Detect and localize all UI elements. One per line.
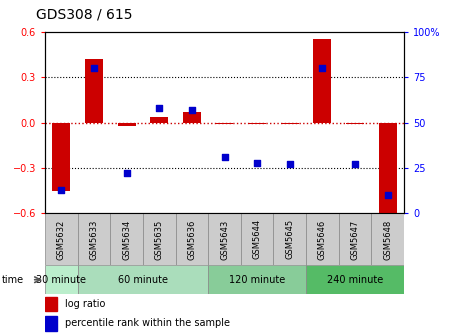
Bar (306, 265, 404, 294)
Point (57, 187, 65, 193)
Bar (143, 213, 176, 265)
Bar (78, 213, 110, 265)
Text: GSM5635: GSM5635 (155, 219, 164, 259)
Text: GSM5647: GSM5647 (351, 219, 360, 259)
Point (286, 162, 293, 167)
Bar (52, 123, 70, 191)
Text: GDS308 / 615: GDS308 / 615 (36, 8, 132, 22)
Bar (313, 39, 331, 123)
Text: 240 minute: 240 minute (327, 275, 383, 285)
Text: GSM5644: GSM5644 (253, 219, 262, 259)
Text: GSM5632: GSM5632 (57, 219, 66, 259)
Bar (241, 213, 273, 265)
Text: GSM5636: GSM5636 (187, 219, 196, 260)
Point (156, 106, 163, 111)
Text: GSM5633: GSM5633 (89, 219, 98, 260)
Bar (176, 213, 208, 265)
Text: GSM5634: GSM5634 (122, 219, 131, 259)
Point (384, 193, 392, 198)
Point (319, 66, 326, 71)
Bar (208, 213, 241, 265)
Text: GSM5648: GSM5648 (383, 219, 392, 259)
Bar (45, 213, 78, 265)
Text: GSM5643: GSM5643 (220, 219, 229, 259)
Text: time: time (2, 275, 24, 285)
Text: 30 minute: 30 minute (36, 275, 86, 285)
Bar (379, 123, 397, 216)
Bar (371, 213, 404, 265)
Bar (346, 123, 364, 124)
Text: GSM5645: GSM5645 (285, 219, 294, 259)
Bar (216, 123, 233, 124)
Bar (45, 265, 78, 294)
Bar (45, 316, 57, 331)
Bar (183, 112, 201, 123)
Bar (78, 265, 208, 294)
Bar (118, 123, 136, 126)
Bar (45, 297, 57, 311)
Text: GSM5646: GSM5646 (318, 219, 327, 259)
Bar (110, 213, 143, 265)
Text: 120 minute: 120 minute (229, 275, 285, 285)
Point (221, 155, 228, 160)
Bar (339, 213, 371, 265)
Text: percentile rank within the sample: percentile rank within the sample (65, 319, 229, 328)
Point (90, 66, 97, 71)
Point (254, 160, 261, 165)
Point (188, 107, 195, 113)
Bar (150, 117, 168, 123)
Bar (248, 123, 266, 124)
Bar (85, 59, 103, 123)
Text: 60 minute: 60 minute (118, 275, 168, 285)
Bar (273, 213, 306, 265)
Bar (281, 123, 299, 124)
Bar (208, 265, 306, 294)
Point (123, 171, 130, 176)
Text: log ratio: log ratio (65, 299, 105, 309)
Bar (306, 213, 339, 265)
Point (352, 162, 359, 167)
